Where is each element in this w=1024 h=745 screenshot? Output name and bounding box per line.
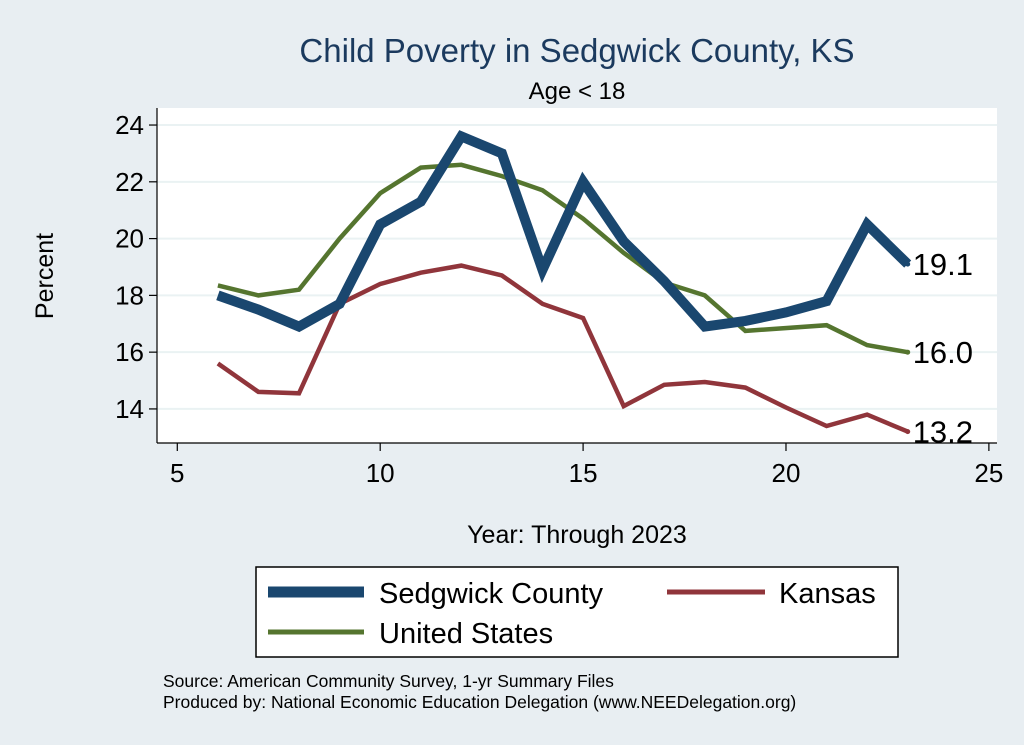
- series-line-sedgwick-county: [216, 130, 912, 333]
- x-ticks: 5 10 15 20 25: [170, 443, 1003, 488]
- y-axis-title: Percent: [31, 233, 59, 319]
- y-tick-label-16: 16: [115, 337, 144, 367]
- chart-subtitle: Age < 18: [529, 78, 626, 105]
- y-tick-label-24: 24: [115, 110, 144, 140]
- series-layer: [216, 130, 912, 434]
- end-point-kansas: [905, 429, 911, 435]
- y-tick-label-22: 22: [115, 167, 144, 197]
- end-label-sedgwick-county: 19.1: [913, 247, 973, 282]
- x-tick-label-10: 10: [366, 458, 395, 488]
- plot-area: [157, 108, 997, 443]
- end-label-kansas: 13.2: [913, 415, 973, 450]
- legend-box: [255, 566, 899, 658]
- producer-note: Produced by: National Economic Education…: [163, 692, 796, 712]
- legend-label-kansas: Kansas: [779, 578, 876, 610]
- x-tick-label-25: 25: [974, 458, 1003, 488]
- y-tick-label-14: 14: [115, 394, 144, 424]
- gridlines: [157, 124, 997, 410]
- end-label-united-states: 16.0: [913, 335, 973, 370]
- y-tick-label-20: 20: [115, 224, 144, 254]
- end-point-united-states: [905, 349, 911, 355]
- series-line-kansas: [216, 263, 909, 434]
- source-note: Source: American Community Survey, 1-yr …: [163, 671, 614, 691]
- x-tick-label-20: 20: [772, 458, 801, 488]
- x-tick-label-5: 5: [170, 458, 184, 488]
- chart-title: Child Poverty in Sedgwick County, KS: [299, 32, 854, 69]
- legend-label-united-states: United States: [379, 618, 553, 650]
- y-tick-label-18: 18: [115, 280, 144, 310]
- y-ticks: 14 16 18 20 22 24: [115, 110, 157, 424]
- x-tick-label-15: 15: [569, 458, 598, 488]
- end-point-sedgwick-county: [905, 261, 911, 267]
- end-labels: 19.1 13.2 16.0: [905, 247, 973, 450]
- x-axis-title: Year: Through 2023: [467, 521, 687, 549]
- legend-label-sedgwick-county: Sedgwick County: [379, 578, 604, 610]
